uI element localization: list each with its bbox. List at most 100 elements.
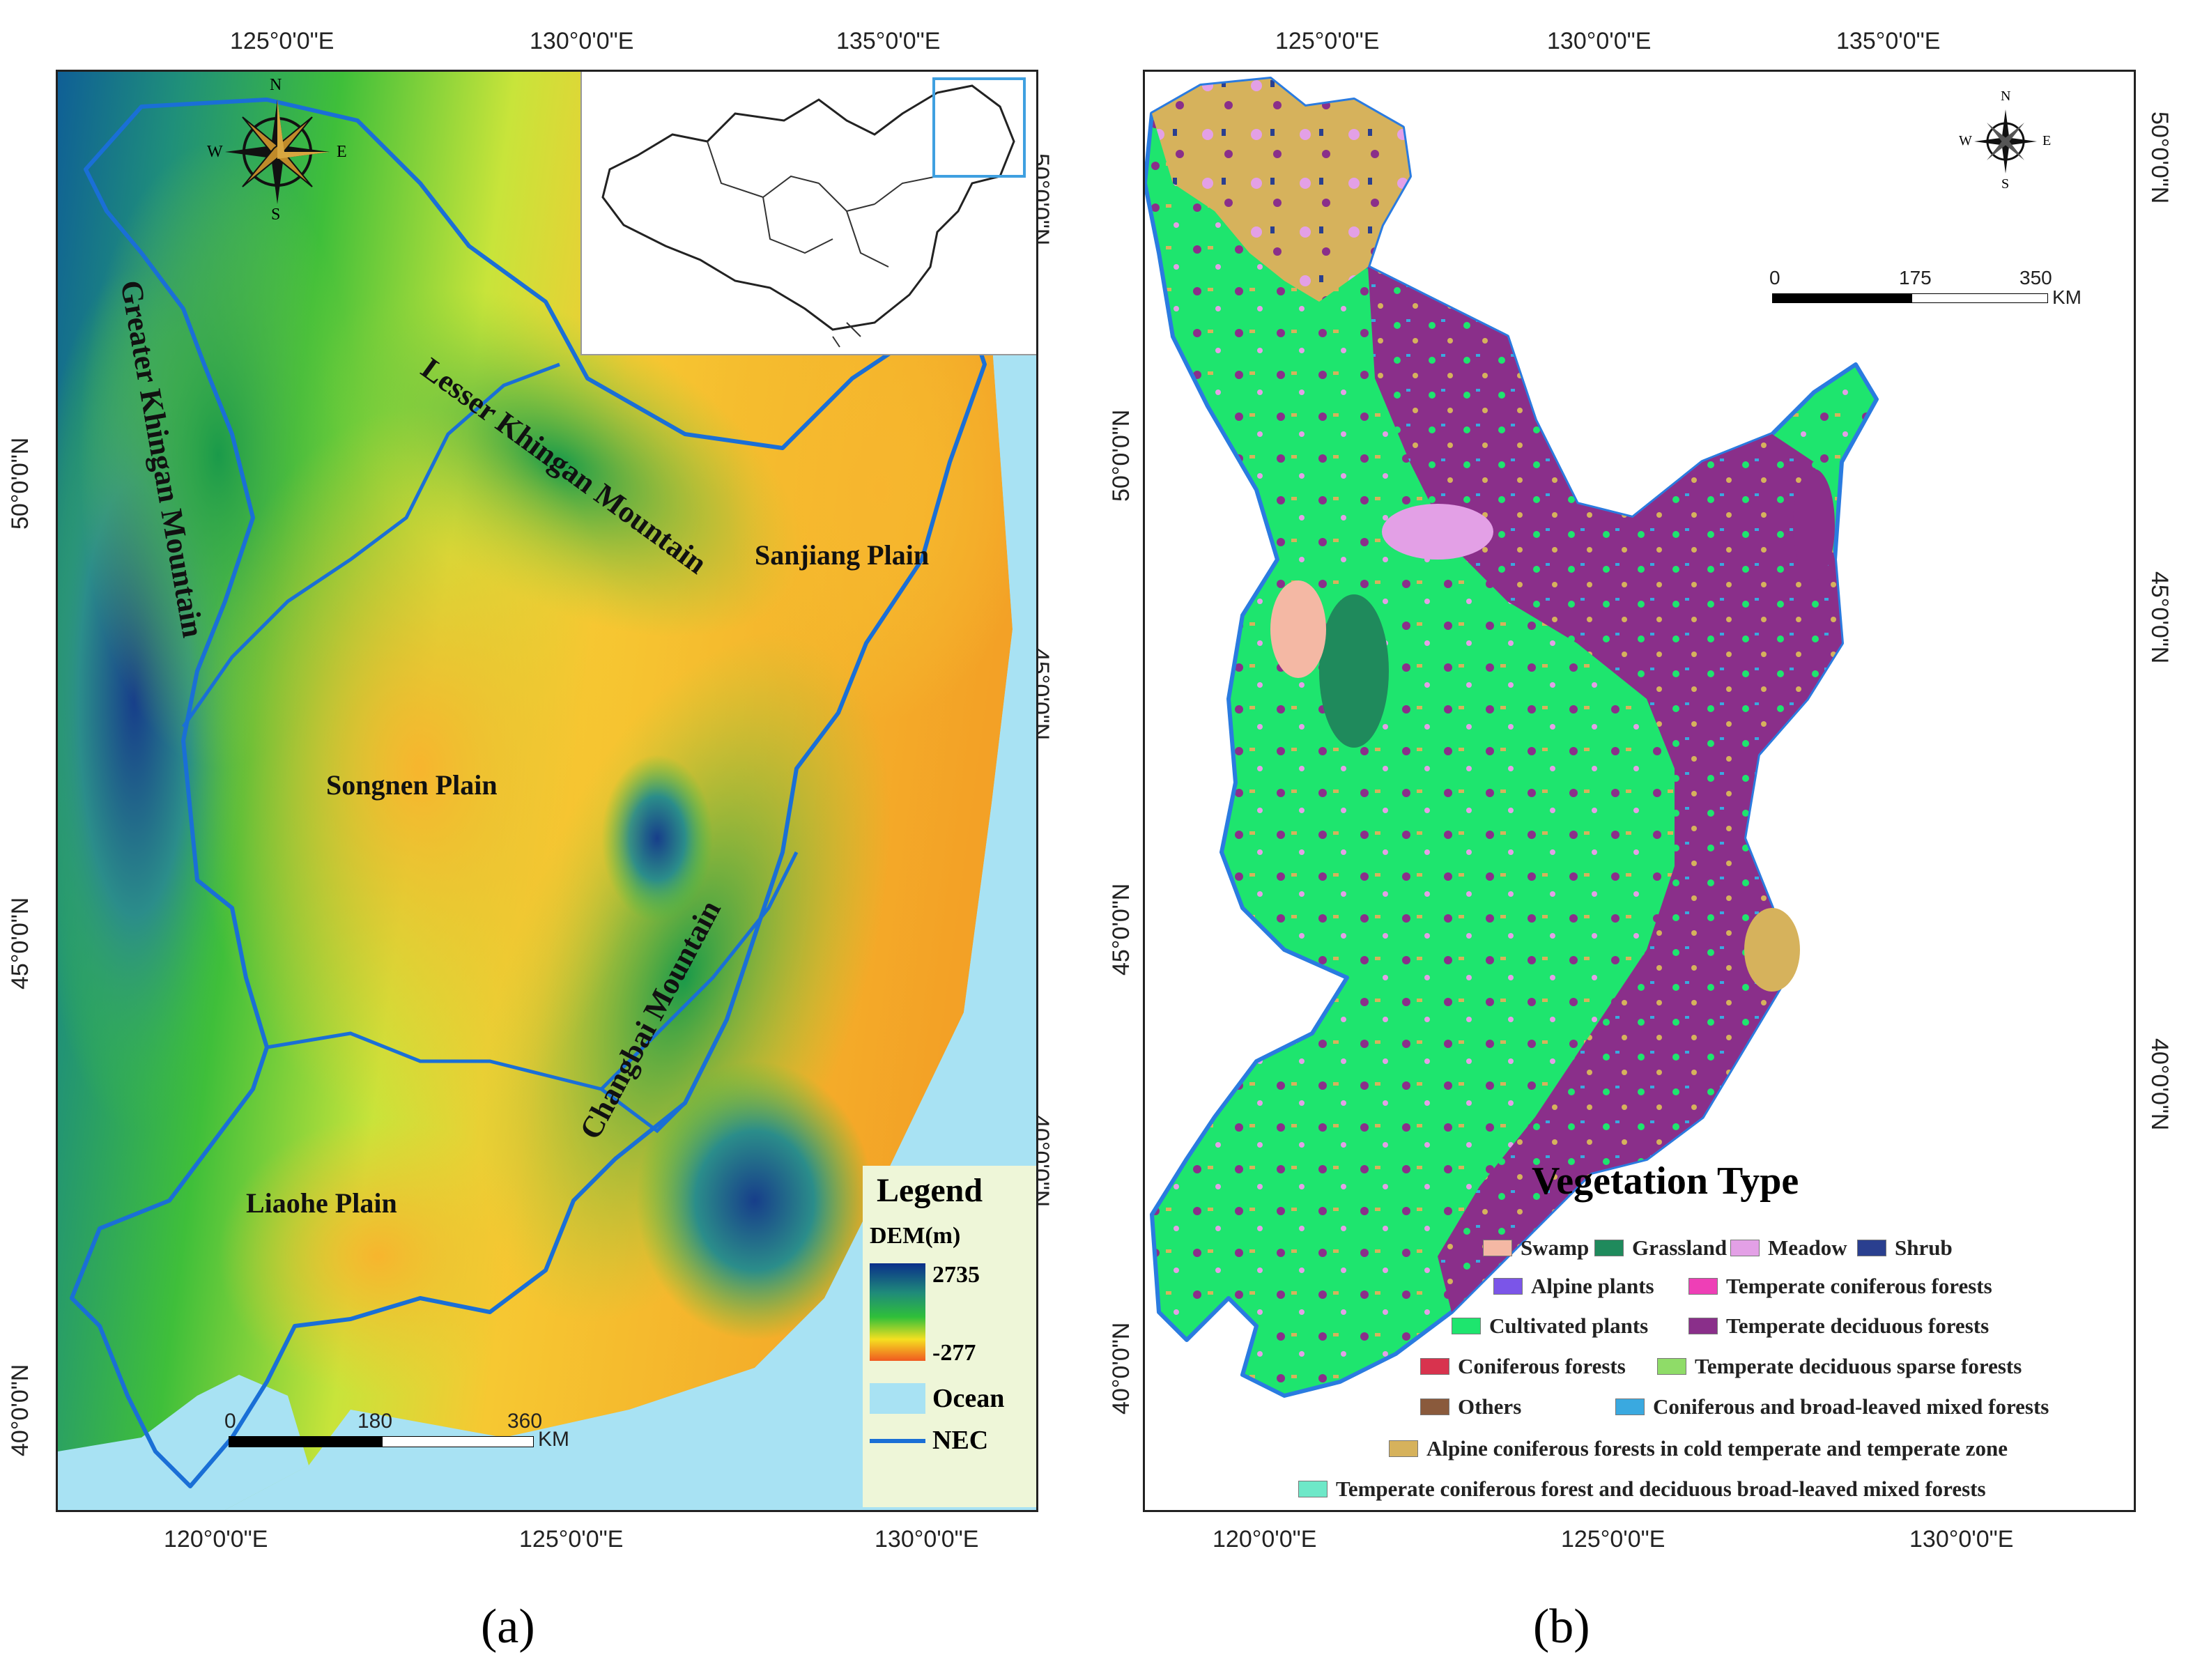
legend-label: Shrub xyxy=(1895,1235,1953,1260)
top-lon-label: 130°0'0"E xyxy=(1547,28,1652,54)
bottom-lon-label: 120°0'0"E xyxy=(1213,1526,1317,1552)
dem-map: N S W E Greater Khingan Mountain Lesser … xyxy=(56,70,1038,1512)
legend-nec-label: NEC xyxy=(932,1426,989,1455)
legend-swatch xyxy=(1452,1318,1481,1334)
left-lat-label: 40°0'0"N xyxy=(7,1364,33,1456)
label-liaohe-plain: Liaohe Plain xyxy=(246,1187,397,1219)
label-songnen-plain: Songnen Plain xyxy=(326,769,498,801)
right-lat-label: 50°0'0"N xyxy=(2146,111,2173,204)
legend-label: Alpine plants xyxy=(1531,1274,1654,1298)
inset-china-map xyxy=(580,72,1036,355)
legend-item-mixed-forests: Coniferous and broad-leaved mixed forest… xyxy=(1615,1394,2049,1419)
vegetation-legend: Vegetation Type Swamp Grassland Meadow S… xyxy=(1229,1159,2134,1507)
legend-label: Coniferous and broad-leaved mixed forest… xyxy=(1653,1394,2049,1419)
legend-label: Temperate coniferous forests xyxy=(1726,1274,1992,1298)
legend-label: Cultivated plants xyxy=(1489,1313,1649,1338)
legend-dem-label: DEM(m) xyxy=(870,1223,961,1249)
legend-swatch xyxy=(1730,1240,1760,1256)
legend-title: Legend xyxy=(877,1172,983,1209)
legend-swatch xyxy=(1657,1358,1686,1375)
left-lat-label: 45°0'0"N xyxy=(7,897,33,989)
left-lat-label: 45°0'0"N xyxy=(1108,883,1134,976)
legend-swatch xyxy=(1389,1440,1418,1457)
legend-item-alpine-coniferous: Alpine coniferous forests in cold temper… xyxy=(1389,1436,2008,1461)
legend-item-meadow: Meadow xyxy=(1730,1235,1847,1261)
compass-rose: N S W E xyxy=(1959,88,2051,192)
vegetation-map: N S W E 0 175 350 KM Vegetation Type Swa… xyxy=(1143,70,2136,1512)
scale-bar-black xyxy=(1772,293,1911,303)
legend-item-alpine-plants: Alpine plants xyxy=(1493,1274,1654,1299)
left-lat-label: 50°0'0"N xyxy=(1108,409,1134,502)
legend-label: Temperate coniferous forest and deciduou… xyxy=(1336,1477,1986,1501)
compass-south: S xyxy=(2001,176,2010,192)
legend-swatch xyxy=(1483,1240,1512,1256)
right-lat-label: 45°0'0"N xyxy=(2146,571,2173,664)
legend-label: Coniferous forests xyxy=(1458,1354,1626,1378)
scale-unit: KM xyxy=(538,1428,569,1451)
bottom-lon-label: 130°0'0"E xyxy=(1909,1526,2014,1552)
legend-item-cultivated-plants: Cultivated plants xyxy=(1452,1313,1648,1339)
scale-tick-0: 0 xyxy=(224,1410,236,1433)
legend-title: Vegetation Type xyxy=(1532,1159,1799,1203)
legend-label: Swamp xyxy=(1521,1235,1590,1260)
legend-item-temperate-deciduous: Temperate deciduous forests xyxy=(1688,1313,1989,1339)
legend-item-temperate-coniferous: Temperate coniferous forests xyxy=(1688,1274,1992,1299)
legend-swatch xyxy=(1420,1358,1449,1375)
compass-east: E xyxy=(337,143,347,161)
compass-south: S xyxy=(271,206,281,224)
legend-item-temperate-deciduous-sparse: Temperate deciduous sparse forests xyxy=(1657,1354,2022,1379)
panel-a: 125°0'0"E 130°0'0"E 135°0'0"E 50°0'0"N 4… xyxy=(0,0,1087,1680)
legend-swatch xyxy=(1688,1278,1718,1295)
scale-tick-180: 180 xyxy=(357,1410,393,1433)
legend-ocean-label: Ocean xyxy=(932,1384,1005,1413)
top-lon-label: 130°0'0"E xyxy=(530,28,634,54)
scale-tick-360: 360 xyxy=(507,1410,543,1433)
panel-b: 125°0'0"E 130°0'0"E 135°0'0"E 50°0'0"N 4… xyxy=(1087,0,2193,1680)
legend-swatch xyxy=(1615,1398,1645,1415)
left-lat-label: 50°0'0"N xyxy=(7,437,33,530)
compass-west: W xyxy=(1959,133,1972,148)
compass-rose-icon xyxy=(225,100,330,204)
caption-b: (b) xyxy=(1533,1600,1590,1654)
scale-bar: 0 175 350 KM xyxy=(1769,267,2121,309)
dem-legend: Legend DEM(m) 2735 -277 Ocean NEC xyxy=(863,1166,1036,1507)
legend-label: Temperate deciduous forests xyxy=(1726,1313,1990,1338)
dem-color-ramp xyxy=(870,1263,925,1361)
legend-item-temperate-coniferous-deciduous-mixed: Temperate coniferous forest and deciduou… xyxy=(1298,1477,1986,1502)
legend-swatch xyxy=(1493,1278,1523,1295)
vegetation-map-canvas xyxy=(1145,77,1879,1398)
legend-item-shrub: Shrub xyxy=(1857,1235,1953,1261)
legend-ocean-swatch xyxy=(870,1383,925,1414)
scale-bar-white xyxy=(382,1436,534,1447)
legend-label: Meadow xyxy=(1768,1235,1847,1260)
legend-nec-line xyxy=(870,1439,925,1443)
top-lon-label: 125°0'0"E xyxy=(230,28,334,54)
bottom-lon-label: 125°0'0"E xyxy=(1561,1526,1665,1552)
legend-swatch xyxy=(1594,1240,1624,1256)
china-outline-icon xyxy=(601,77,1026,348)
compass-east: E xyxy=(2042,133,2052,148)
legend-label: Alpine coniferous forests in cold temper… xyxy=(1426,1436,2008,1461)
legend-item-swamp: Swamp xyxy=(1483,1235,1589,1261)
legend-dem-min: -277 xyxy=(932,1340,976,1366)
top-lon-label: 125°0'0"E xyxy=(1275,28,1380,54)
compass-north: N xyxy=(2001,88,2011,104)
legend-item-coniferous-forests: Coniferous forests xyxy=(1420,1354,1626,1379)
compass-rose-icon xyxy=(1974,109,2037,174)
bottom-lon-label: 125°0'0"E xyxy=(519,1526,624,1552)
scale-tick-350: 350 xyxy=(2019,267,2052,288)
bottom-lon-label: 130°0'0"E xyxy=(875,1526,979,1552)
legend-item-others: Others xyxy=(1420,1394,1521,1419)
scale-bar-white xyxy=(1911,293,2048,303)
legend-swatch xyxy=(1857,1240,1886,1256)
legend-swatch xyxy=(1298,1481,1328,1497)
legend-swatch xyxy=(1688,1318,1718,1334)
scale-tick-0: 0 xyxy=(1769,267,1780,288)
right-lat-label: 40°0'0"N xyxy=(2146,1038,2173,1131)
scale-bar-black xyxy=(229,1436,382,1447)
legend-dem-max: 2735 xyxy=(932,1262,980,1288)
caption-a: (a) xyxy=(481,1600,535,1654)
bottom-lon-label: 120°0'0"E xyxy=(164,1526,268,1552)
legend-label: Others xyxy=(1458,1394,1522,1419)
top-lon-label: 135°0'0"E xyxy=(836,28,941,54)
